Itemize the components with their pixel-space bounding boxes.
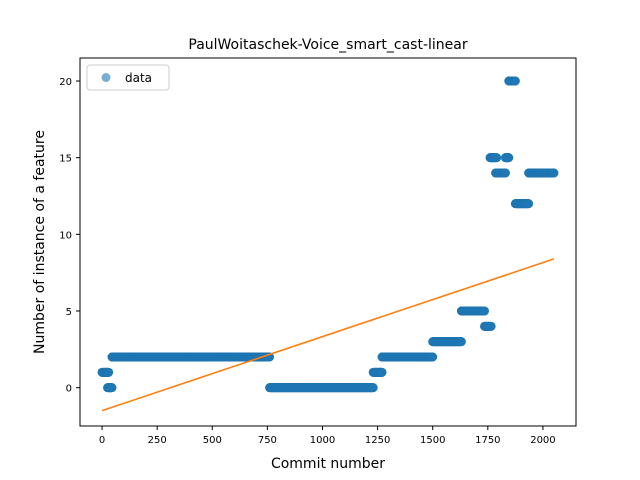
y-tick-label: 20 (59, 77, 72, 88)
y-tick-label: 5 (66, 307, 72, 318)
data-point (368, 383, 378, 393)
y-tick-label: 10 (59, 230, 72, 241)
x-tick-label: 750 (258, 435, 277, 446)
plot-content (97, 76, 559, 412)
x-tick-label: 1250 (365, 435, 390, 446)
plot-area (97, 76, 559, 412)
data-point (510, 76, 520, 86)
axes: 0 250 500 750 1000 1250 1500 1750 2000 0 5 10 15 20 (59, 57, 577, 446)
data-point (504, 153, 514, 163)
y-tick-label: 0 (66, 384, 72, 395)
x-tick-label: 1000 (310, 435, 335, 446)
legend-box (86, 64, 170, 91)
legend-entry-label: data (125, 71, 152, 85)
data-point (428, 352, 438, 362)
x-tick-label: 2000 (530, 435, 555, 446)
data-point (500, 168, 510, 178)
data-point (492, 153, 502, 163)
x-tick-label: 1500 (420, 435, 445, 446)
y-axis-label: Number of instance of a feature (32, 130, 48, 354)
x-tick-label: 500 (203, 435, 222, 446)
data-point (377, 367, 387, 377)
chart-title: PaulWoitaschek-Voice_smart_cast-linear (188, 37, 467, 53)
axes-frame (79, 57, 577, 427)
data-point (480, 306, 490, 316)
data-point (486, 321, 496, 331)
data-point (549, 168, 559, 178)
data-point (456, 337, 466, 347)
x-tick-label: 0 (99, 435, 105, 446)
x-axis-label: Commit number (271, 456, 385, 472)
legend-marker (101, 73, 111, 82)
data-point (524, 199, 534, 209)
x-tick-label: 1750 (475, 435, 500, 446)
y-tick-label: 15 (59, 154, 72, 165)
data-point (104, 367, 114, 377)
legend: data (86, 64, 170, 91)
fit-line (101, 258, 555, 412)
data-point (107, 383, 117, 393)
x-tick-label: 250 (148, 435, 167, 446)
